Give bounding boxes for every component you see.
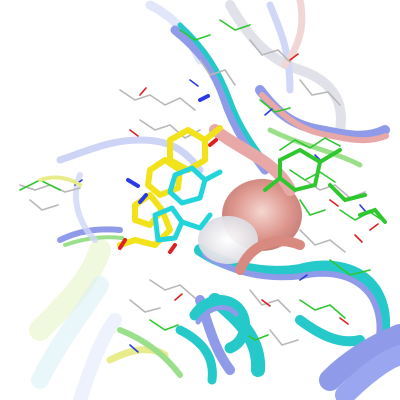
central-helix [198, 124, 305, 275]
ligand-cyan [152, 165, 223, 243]
foreground-ribbons [38, 175, 251, 354]
ligand-atoms [118, 94, 218, 254]
green-residue-cluster [263, 147, 387, 224]
